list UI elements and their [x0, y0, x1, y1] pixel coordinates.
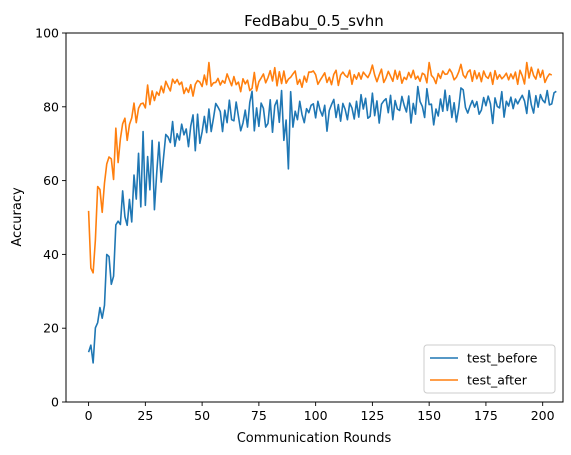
legend: test_before test_after — [423, 344, 556, 394]
y-tick-label: 40 — [43, 247, 59, 262]
plot-frame — [65, 32, 564, 403]
x-tick-label: 125 — [360, 408, 384, 423]
y-tick-label: 100 — [35, 26, 59, 41]
legend-box — [423, 344, 556, 394]
y-tick-label: 80 — [43, 99, 59, 114]
y-axis: 0 20 40 60 80 100 — [35, 26, 66, 410]
legend-label-test-before: test_before — [467, 351, 538, 366]
x-tick-label: 50 — [194, 408, 210, 423]
x-tick-label: 150 — [417, 408, 441, 423]
series-line-test-after — [87, 61, 553, 274]
x-tick-label: 200 — [531, 408, 555, 423]
x-tick-label: 0 — [85, 408, 93, 423]
y-axis-label: Accuracy — [10, 187, 25, 247]
x-tick-label: 175 — [474, 408, 498, 423]
series-line-test-before — [87, 85, 557, 364]
y-tick-label: 20 — [43, 321, 59, 336]
x-tick-label: 100 — [304, 408, 328, 423]
x-tick-label: 25 — [137, 408, 153, 423]
series-layer — [87, 61, 557, 364]
x-axis: 0 25 50 75 100 125 150 175 200 — [85, 402, 555, 423]
y-tick-label: 60 — [43, 173, 59, 188]
chart-title: FedBabu_0.5_svhn — [244, 12, 384, 31]
legend-label-test-after: test_after — [467, 373, 528, 388]
y-tick-label: 0 — [51, 395, 59, 410]
x-axis-label: Communication Rounds — [237, 431, 392, 446]
x-tick-label: 75 — [251, 408, 267, 423]
